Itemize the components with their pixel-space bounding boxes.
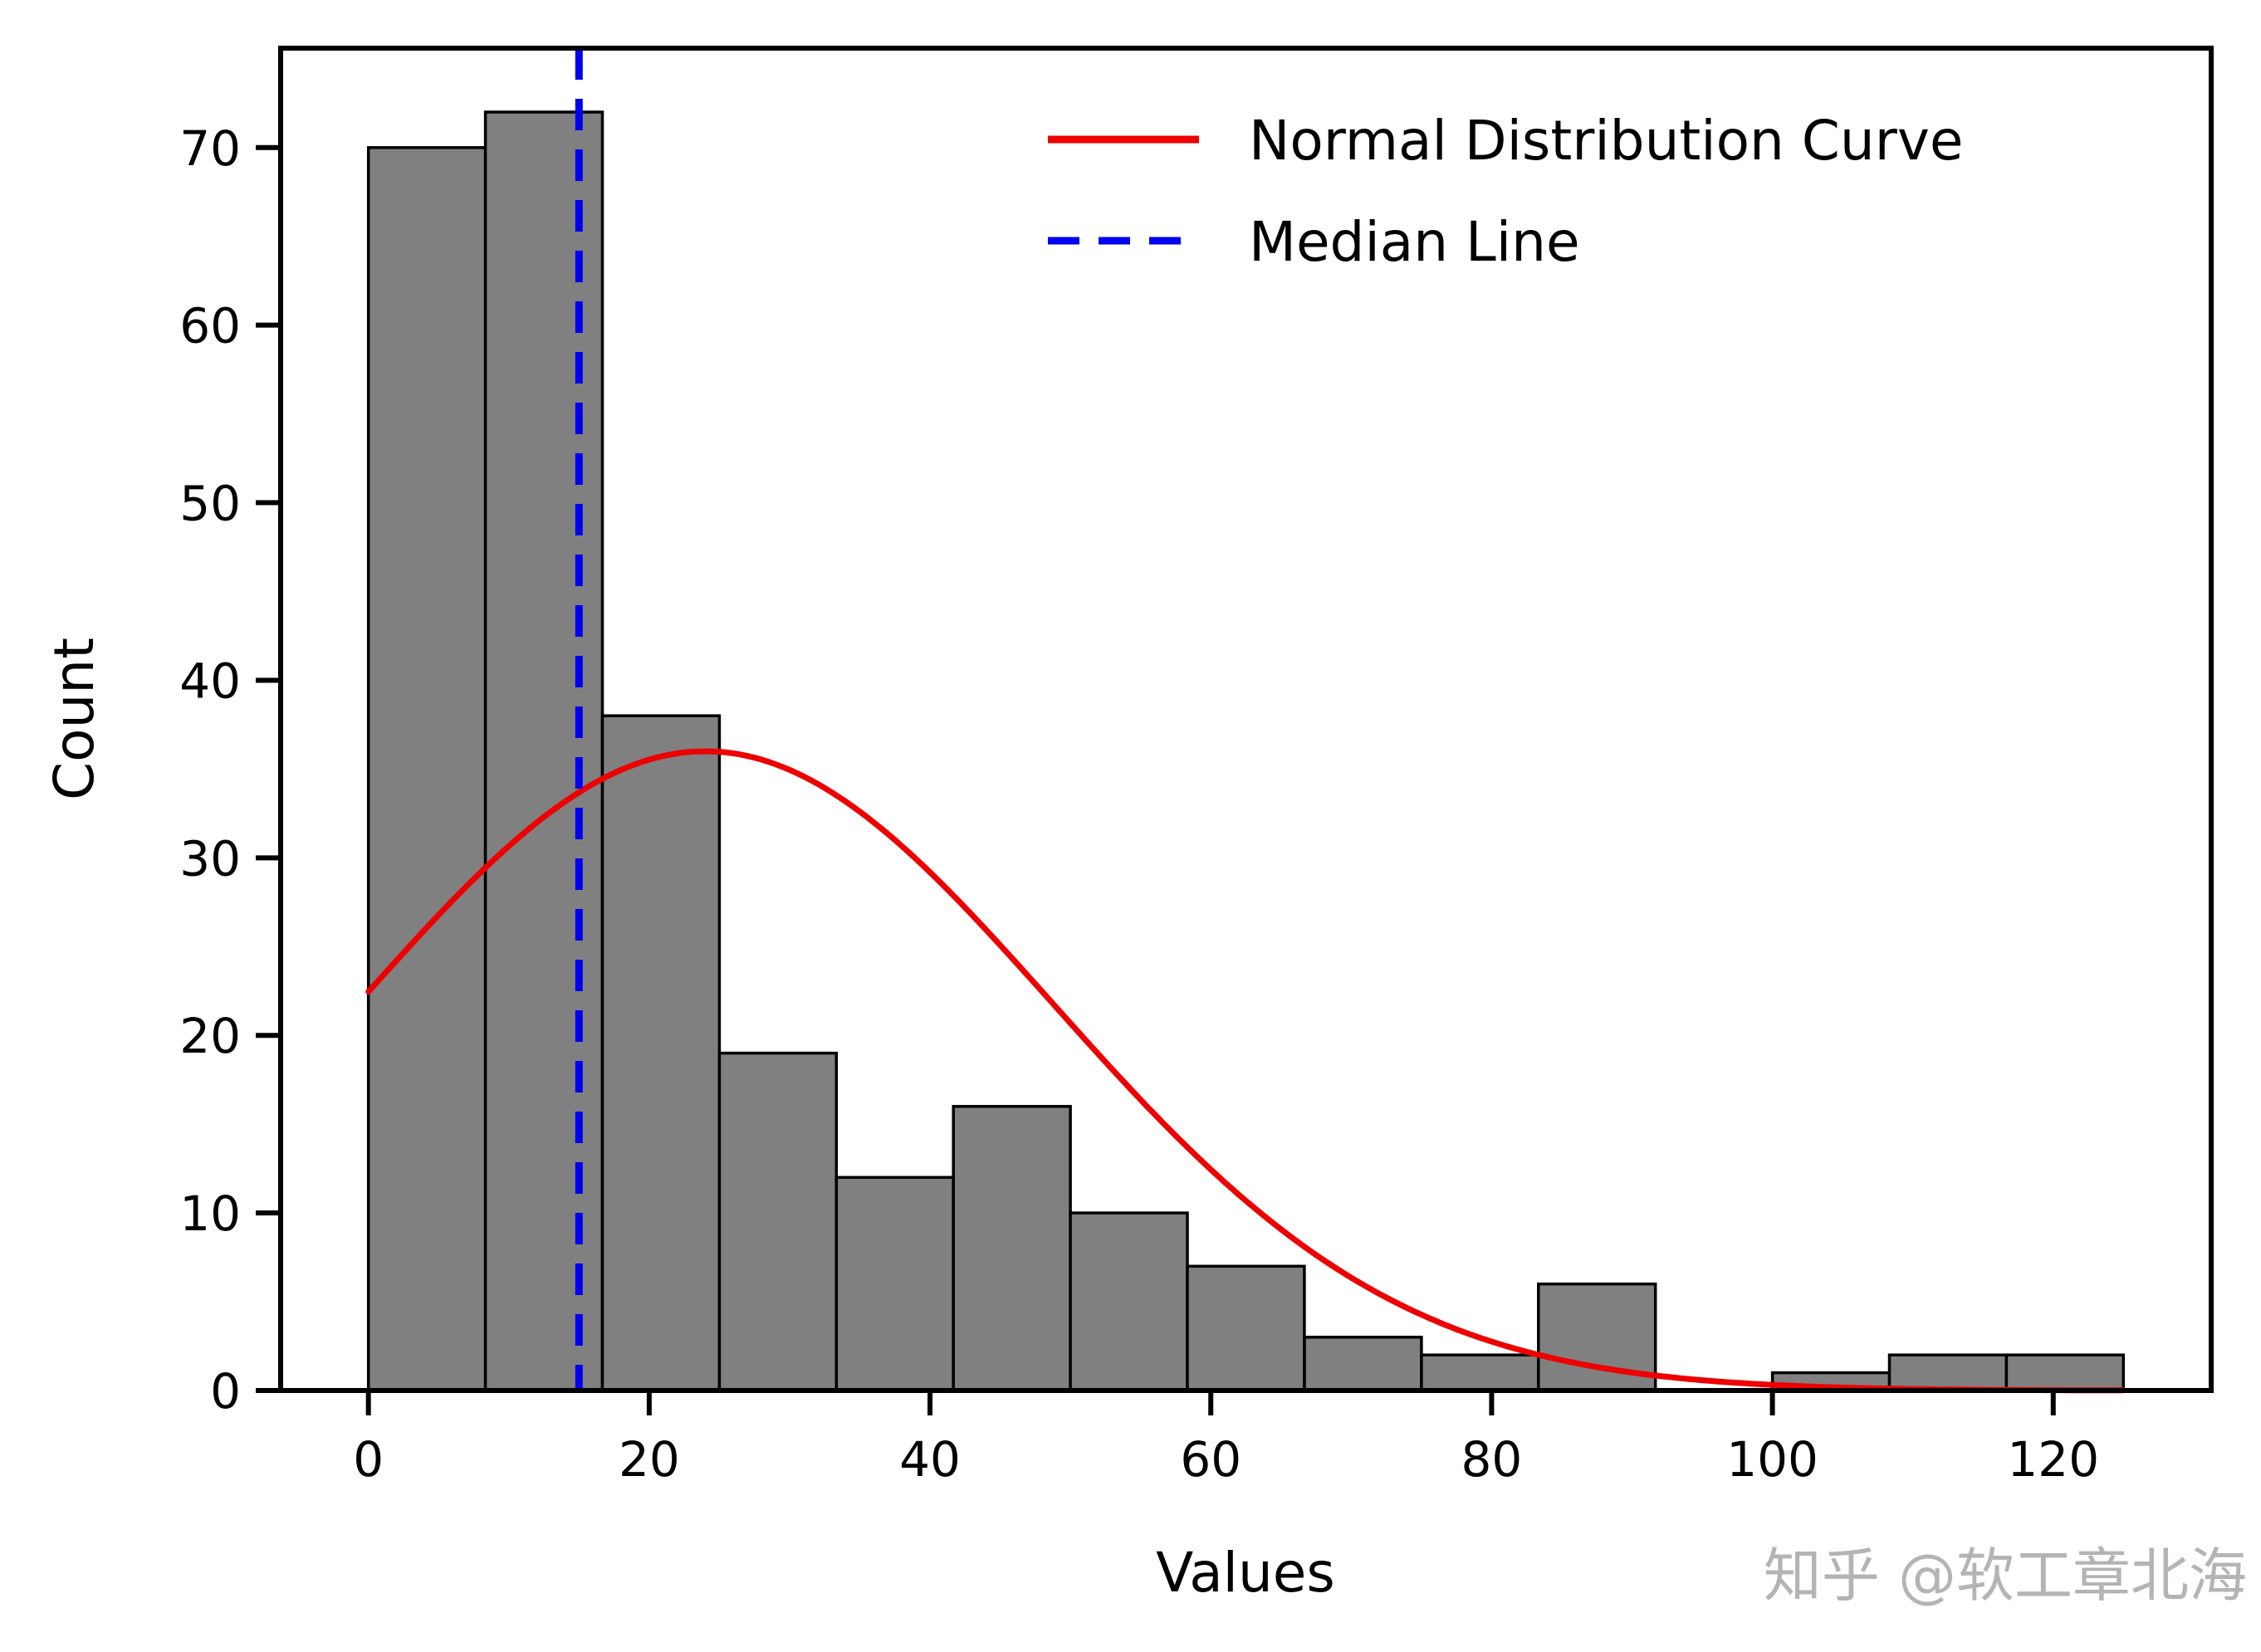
y-tick-label: 70 bbox=[179, 120, 241, 177]
y-tick-label: 30 bbox=[179, 830, 241, 887]
x-axis-ticks-group: 0 20 40 60 80 100 120 bbox=[353, 1391, 2099, 1488]
y-tick-label: 50 bbox=[179, 476, 241, 532]
legend-label-normal-curve: Normal Distribution Curve bbox=[1249, 109, 1964, 173]
legend: Normal Distribution Curve Median Line bbox=[1048, 109, 1964, 274]
watermark-text: 知乎 @软工章北海 bbox=[1764, 1542, 2247, 1610]
normal-distribution-curve bbox=[365, 748, 2126, 1394]
x-tick-label: 40 bbox=[899, 1431, 961, 1488]
x-tick-label: 100 bbox=[1726, 1431, 1818, 1488]
y-tick-label: 60 bbox=[179, 298, 241, 354]
x-tick-label: 0 bbox=[353, 1431, 384, 1488]
y-tick-label: 40 bbox=[179, 652, 241, 709]
histogram-bar bbox=[2004, 1353, 2126, 1392]
x-tick-label: 20 bbox=[619, 1431, 680, 1488]
y-tick-label: 20 bbox=[179, 1008, 241, 1064]
y-tick-label: 0 bbox=[210, 1363, 241, 1420]
histogram-bar bbox=[1420, 1353, 1540, 1392]
histogram-bar bbox=[717, 1051, 839, 1392]
plot-border bbox=[278, 46, 2214, 1393]
x-axis-label: Values bbox=[1156, 1541, 1335, 1605]
histogram-bars-group bbox=[366, 110, 2126, 1392]
histogram-bar bbox=[483, 110, 604, 1392]
legend-label-median: Median Line bbox=[1249, 210, 1580, 274]
histogram-bar bbox=[952, 1105, 1072, 1392]
histogram-bar bbox=[600, 714, 722, 1392]
x-tick-label: 120 bbox=[2007, 1431, 2099, 1488]
histogram-bar bbox=[834, 1175, 955, 1392]
x-tick-label: 60 bbox=[1180, 1431, 1241, 1488]
histogram-bar bbox=[366, 146, 487, 1392]
y-axis-ticks-group: 0 10 20 30 40 50 60 70 bbox=[179, 120, 281, 1420]
histogram-bar bbox=[1887, 1353, 2009, 1392]
histogram-bar bbox=[1303, 1336, 1423, 1392]
histogram-bar bbox=[1186, 1264, 1306, 1392]
histogram-bar bbox=[1069, 1211, 1189, 1392]
y-tick-label: 10 bbox=[179, 1185, 241, 1242]
x-tick-label: 80 bbox=[1461, 1431, 1523, 1488]
y-axis-label: Count bbox=[42, 638, 106, 800]
